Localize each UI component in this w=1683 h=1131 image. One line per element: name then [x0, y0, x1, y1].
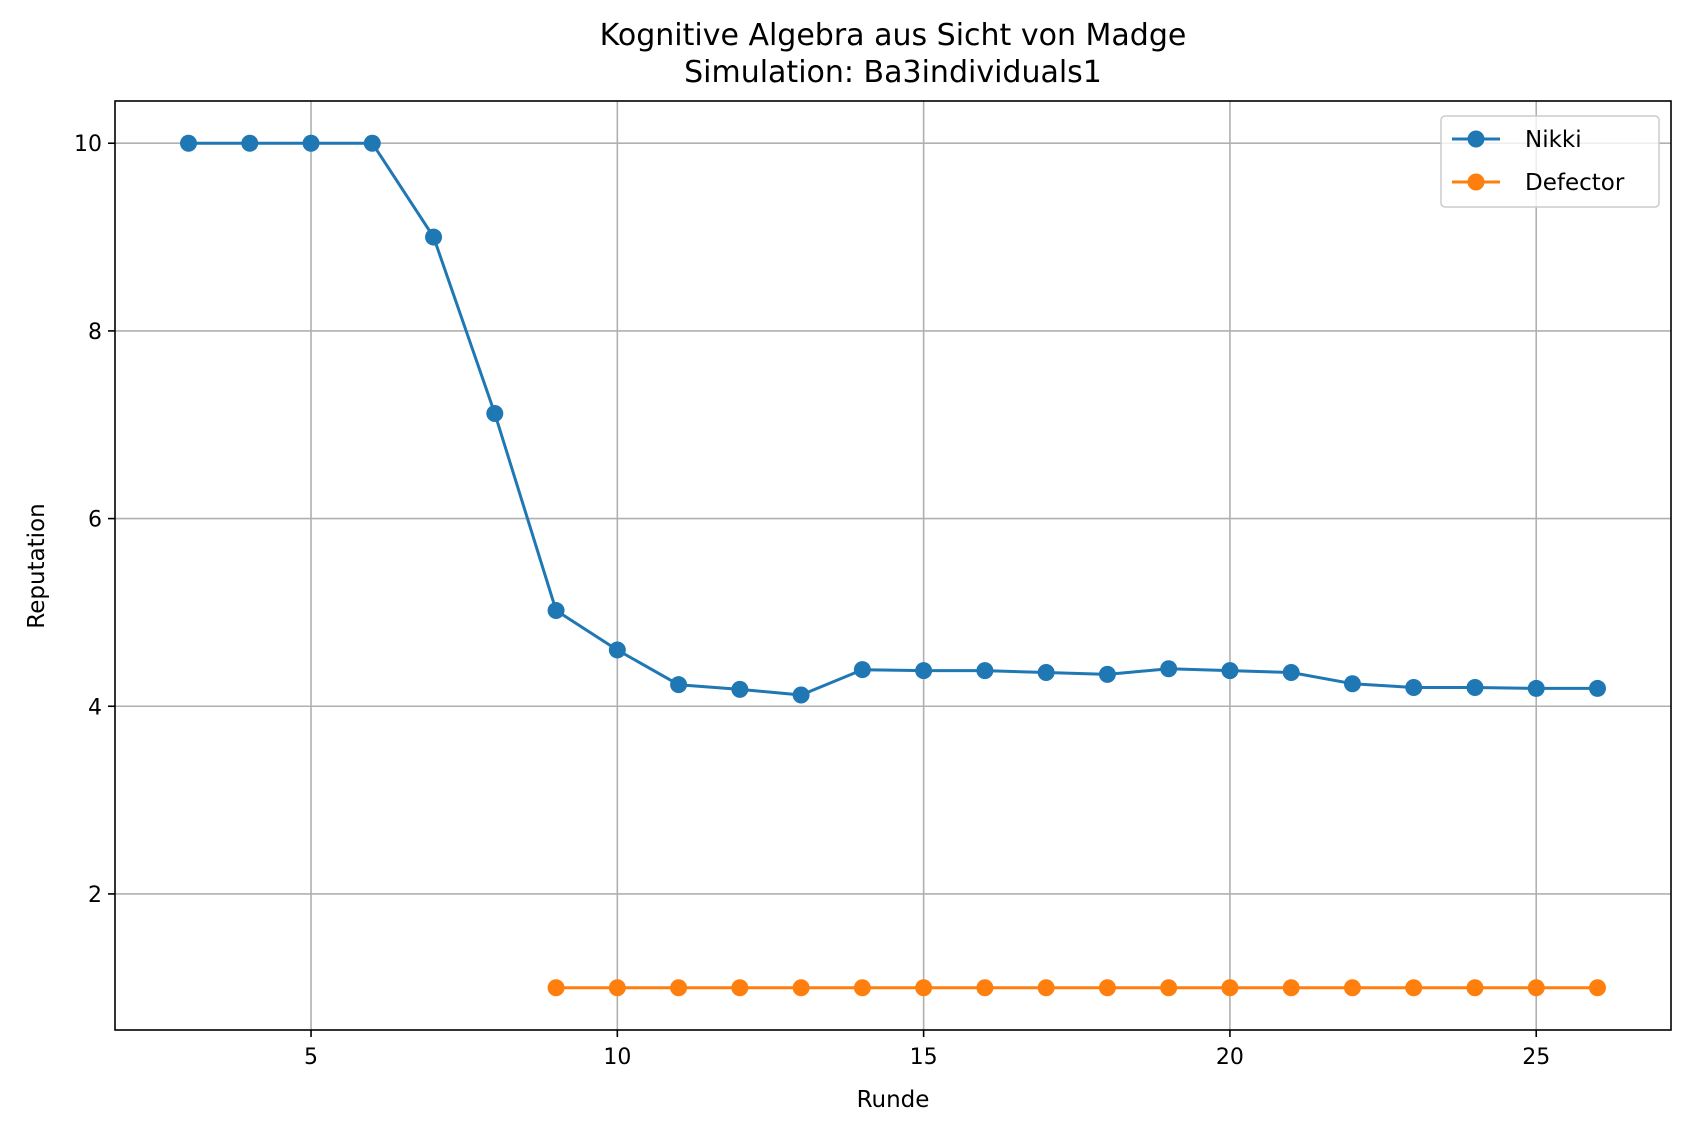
data-point-defector [1527, 979, 1545, 997]
data-point-defector [853, 979, 871, 997]
data-point-nikki [608, 641, 626, 659]
data-point-nikki [853, 661, 871, 679]
data-point-nikki [976, 662, 994, 680]
data-point-defector [1343, 979, 1361, 997]
y-tick-label: 4 [88, 695, 102, 720]
data-point-nikki [1343, 675, 1361, 693]
y-tick-label: 10 [74, 132, 102, 157]
data-point-defector [1037, 979, 1055, 997]
data-point-defector [1466, 979, 1484, 997]
data-point-defector [608, 979, 626, 997]
data-point-defector [1221, 979, 1239, 997]
ticks: 5 10 15 20 25 2 4 6 8 10 [74, 132, 1550, 1070]
series-defector [547, 979, 1606, 997]
data-point-nikki [1160, 660, 1178, 678]
legend-item-defector: Defector [1452, 170, 1625, 196]
data-point-defector [1282, 979, 1300, 997]
chart-subtitle: Simulation: Ba3individuals1 [684, 55, 1102, 90]
data-point-nikki [1588, 679, 1606, 697]
chart-title: Kognitive Algebra aus Sicht von Madge [600, 18, 1187, 53]
data-point-nikki [302, 134, 320, 152]
data-point-defector [547, 979, 565, 997]
data-point-defector [976, 979, 994, 997]
legend-marker [1467, 173, 1485, 191]
x-axis-label: Runde [857, 1087, 930, 1113]
series-layer [180, 134, 1606, 997]
legend-marker [1467, 130, 1485, 148]
data-point-nikki [486, 404, 504, 422]
legend-item-nikki: Nikki [1452, 127, 1582, 153]
data-point-nikki [1405, 678, 1423, 696]
y-tick-label: 8 [88, 320, 102, 345]
data-point-nikki [1037, 663, 1055, 681]
data-point-defector [731, 979, 749, 997]
data-point-nikki [363, 134, 381, 152]
x-tick-label: 25 [1522, 1045, 1550, 1070]
y-axis-label: Reputation [24, 503, 50, 628]
data-point-nikki [1527, 679, 1545, 697]
data-point-nikki [1466, 678, 1484, 696]
legend-label: Defector [1525, 170, 1625, 196]
grid [115, 101, 1671, 1030]
data-point-nikki [1282, 663, 1300, 681]
data-point-defector [792, 979, 810, 997]
data-point-nikki [180, 134, 198, 152]
data-point-nikki [425, 228, 443, 246]
data-point-nikki [547, 602, 565, 620]
x-tick-label: 10 [603, 1045, 631, 1070]
data-point-defector [1588, 979, 1606, 997]
data-point-nikki [731, 680, 749, 698]
data-point-defector [1405, 979, 1423, 997]
x-tick-label: 15 [910, 1045, 938, 1070]
data-point-defector [670, 979, 688, 997]
x-tick-label: 5 [304, 1045, 318, 1070]
y-tick-label: 6 [88, 508, 102, 533]
data-point-nikki [792, 686, 810, 704]
data-point-nikki [241, 134, 259, 152]
series-line-nikki [188, 141, 1598, 697]
y-tick-label: 2 [88, 883, 102, 908]
data-point-defector [1160, 979, 1178, 997]
series-nikki [180, 134, 1606, 704]
plot-frame [114, 100, 1672, 1031]
data-point-defector [915, 979, 933, 997]
legend-label: Nikki [1525, 127, 1582, 153]
data-point-nikki [915, 662, 933, 680]
data-point-nikki [1098, 665, 1116, 683]
x-tick-label: 20 [1216, 1045, 1244, 1070]
data-point-defector [1098, 979, 1116, 997]
legend: Nikki Defector [1440, 115, 1660, 208]
data-point-nikki [670, 676, 688, 694]
data-point-nikki [1221, 662, 1239, 680]
